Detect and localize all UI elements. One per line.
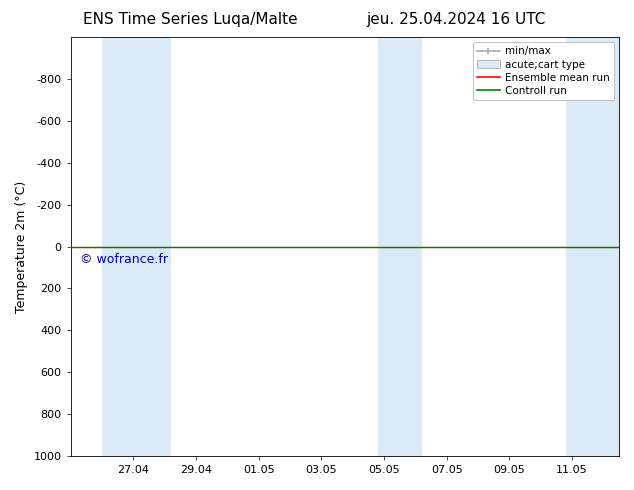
Bar xyxy=(566,37,619,456)
Y-axis label: Temperature 2m (°C): Temperature 2m (°C) xyxy=(15,180,28,313)
Text: jeu. 25.04.2024 16 UTC: jeu. 25.04.2024 16 UTC xyxy=(367,12,546,27)
Legend: min/max, acute;cart type, Ensemble mean run, Controll run: min/max, acute;cart type, Ensemble mean … xyxy=(472,42,614,100)
Bar xyxy=(102,37,171,456)
Text: © wofrance.fr: © wofrance.fr xyxy=(80,253,168,266)
Text: ENS Time Series Luqa/Malte: ENS Time Series Luqa/Malte xyxy=(83,12,297,27)
Bar xyxy=(378,37,422,456)
